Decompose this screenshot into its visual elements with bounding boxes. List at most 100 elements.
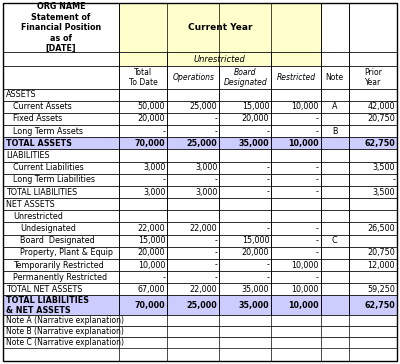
Text: ORG NAME
Statement of
Financial Position
as of
[DATE]: ORG NAME Statement of Financial Position… (21, 3, 101, 53)
Text: Note: Note (326, 73, 344, 82)
Text: 3,000: 3,000 (195, 187, 217, 197)
Text: -: - (316, 163, 318, 172)
Bar (320, 271, 349, 283)
Text: -: - (316, 115, 318, 123)
Bar (119, 186, 167, 198)
Bar (119, 222, 167, 235)
Bar (167, 235, 219, 247)
Bar (119, 137, 167, 149)
Bar (271, 271, 320, 283)
Text: -: - (214, 127, 217, 136)
Text: Operations: Operations (172, 73, 214, 82)
Text: Long Term Liabilities: Long Term Liabilities (13, 175, 95, 184)
Bar (3, 259, 119, 271)
Bar (219, 149, 271, 162)
Text: -: - (316, 127, 318, 136)
Bar (271, 52, 320, 66)
Text: Current Year: Current Year (188, 23, 252, 32)
Bar (320, 137, 349, 149)
Text: -: - (266, 187, 269, 197)
Bar (119, 296, 167, 315)
Bar (271, 66, 320, 88)
Bar (271, 186, 320, 198)
Text: 15,000: 15,000 (138, 236, 165, 245)
Bar (320, 235, 349, 247)
Text: -: - (266, 261, 269, 270)
Text: -: - (266, 273, 269, 282)
Text: -: - (266, 224, 269, 233)
Bar (167, 174, 219, 186)
Bar (167, 259, 219, 271)
Text: Board  Designated: Board Designated (20, 236, 95, 245)
Bar (271, 210, 320, 222)
Bar (349, 283, 397, 296)
Bar (349, 174, 397, 186)
Text: 20,750: 20,750 (367, 115, 395, 123)
Text: -: - (214, 115, 217, 123)
Text: -: - (316, 273, 318, 282)
Bar (219, 101, 271, 113)
Bar (3, 174, 119, 186)
Text: 50,000: 50,000 (138, 102, 165, 111)
Text: 3,000: 3,000 (143, 163, 165, 172)
Text: 10,000: 10,000 (291, 285, 318, 294)
Bar (119, 125, 167, 137)
Text: 67,000: 67,000 (138, 285, 165, 294)
Bar (3, 125, 119, 137)
Bar (349, 88, 397, 101)
Bar (119, 162, 167, 174)
Text: Current Liabilities: Current Liabilities (13, 163, 84, 172)
Text: TOTAL LIABILITIES: TOTAL LIABILITIES (6, 187, 77, 197)
Text: 70,000: 70,000 (135, 139, 165, 148)
Text: 3,500: 3,500 (372, 187, 395, 197)
Text: NET ASSETS: NET ASSETS (6, 200, 55, 209)
Bar (320, 3, 349, 52)
Text: 22,000: 22,000 (190, 285, 217, 294)
Bar (219, 296, 271, 315)
Bar (271, 259, 320, 271)
Bar (349, 101, 397, 113)
Text: Unrestricted: Unrestricted (193, 55, 245, 64)
Bar (349, 125, 397, 137)
Bar (3, 162, 119, 174)
Text: -: - (214, 273, 217, 282)
Bar (3, 3, 119, 52)
Bar (320, 174, 349, 186)
Bar (167, 210, 219, 222)
Text: 15,000: 15,000 (242, 102, 269, 111)
Bar (219, 247, 271, 259)
Bar (320, 222, 349, 235)
Bar (320, 283, 349, 296)
Bar (349, 259, 397, 271)
Text: Temporarily Restricted: Temporarily Restricted (13, 261, 104, 270)
Text: Board
Designated: Board Designated (224, 68, 267, 87)
Bar (219, 162, 271, 174)
Text: -: - (162, 127, 165, 136)
Bar (3, 326, 397, 337)
Text: TOTAL ASSETS: TOTAL ASSETS (6, 139, 72, 148)
Text: -: - (214, 175, 217, 184)
Bar (349, 235, 397, 247)
Text: Undesignated: Undesignated (20, 224, 76, 233)
Bar (349, 198, 397, 210)
Bar (3, 235, 119, 247)
Bar (3, 198, 119, 210)
Text: Prior
Year: Prior Year (364, 68, 382, 87)
Bar (271, 101, 320, 113)
Text: 3,500: 3,500 (372, 163, 395, 172)
Bar (349, 113, 397, 125)
Text: 15,000: 15,000 (242, 236, 269, 245)
Text: C: C (332, 236, 338, 245)
Bar (119, 174, 167, 186)
Bar (271, 137, 320, 149)
Text: -: - (316, 175, 318, 184)
Text: 35,000: 35,000 (239, 139, 269, 148)
Bar (219, 66, 271, 88)
Bar (349, 271, 397, 283)
Bar (320, 162, 349, 174)
Text: A: A (332, 102, 338, 111)
Text: -: - (214, 261, 217, 270)
Bar (167, 271, 219, 283)
Bar (119, 235, 167, 247)
Text: LIABILITIES: LIABILITIES (6, 151, 50, 160)
